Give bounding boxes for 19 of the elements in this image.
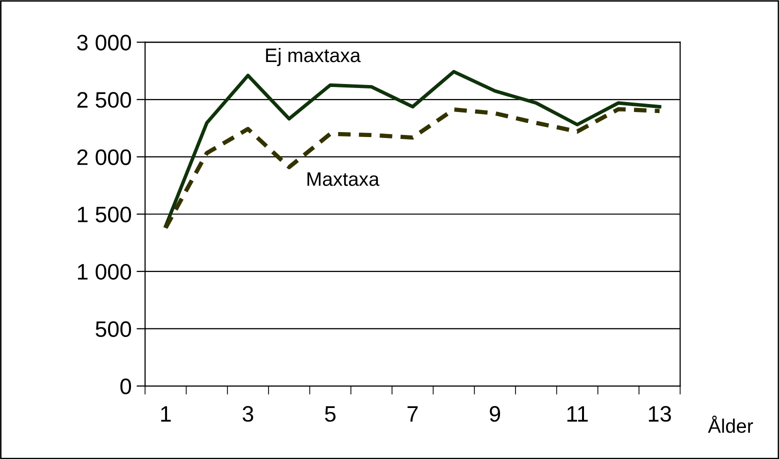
x-tick-label: 1 <box>161 406 171 422</box>
series-label: Ej maxtaxa <box>266 48 361 66</box>
line-series <box>164 70 662 228</box>
y-tick-label: 1 000 <box>78 264 132 280</box>
y-tick-label: 0 <box>120 378 132 394</box>
y-tick-label: 500 <box>96 321 132 337</box>
x-axis-title: Ålder <box>708 416 754 433</box>
x-tick-label: 11 <box>567 406 588 422</box>
x-tick-label: 9 <box>490 406 500 422</box>
x-tick-label: 3 <box>242 406 254 422</box>
y-tick-label: 3 000 <box>77 34 132 50</box>
y-tick-label: 2 000 <box>77 149 132 166</box>
line-series <box>164 107 662 230</box>
y-tick-label: 2 500 <box>77 92 132 108</box>
series-label: Maxtaxa <box>308 172 380 186</box>
x-tick-label: 7 <box>408 406 418 422</box>
x-tick-label: 13 <box>648 406 671 422</box>
x-tick-label: 5 <box>325 406 336 422</box>
y-tick-label: 1 500 <box>78 206 132 222</box>
